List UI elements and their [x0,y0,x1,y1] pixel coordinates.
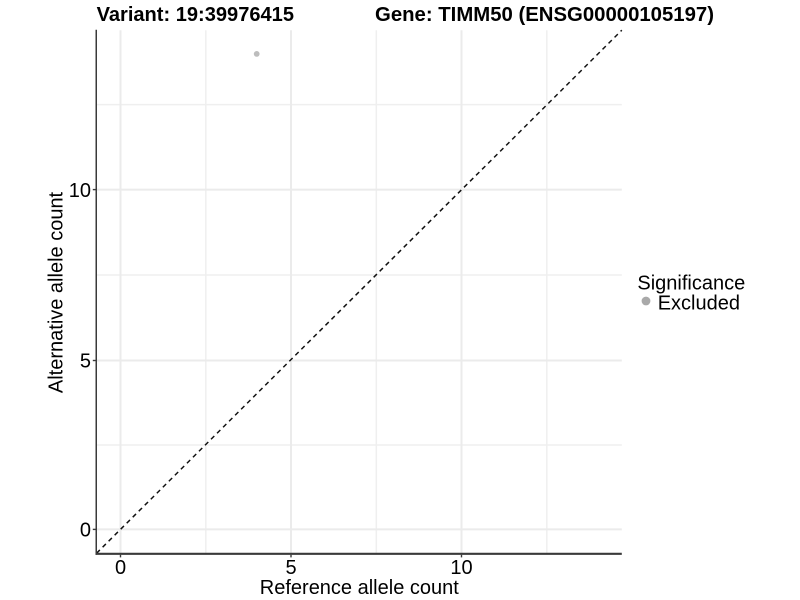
svg-text:0: 0 [80,520,91,542]
svg-text:Reference allele count: Reference allele count [260,577,459,599]
svg-text:0: 0 [115,557,126,579]
svg-text:Significance: Significance [637,273,745,295]
svg-text:10: 10 [69,180,91,202]
svg-text:Excluded: Excluded [658,293,740,315]
svg-text:Gene: TIMM50 (ENSG00000105197): Gene: TIMM50 (ENSG00000105197) [375,4,714,26]
svg-text:5: 5 [80,351,91,373]
svg-text:10: 10 [450,557,472,579]
svg-text:Alternative allele count: Alternative allele count [45,191,67,393]
svg-text:5: 5 [285,557,296,579]
svg-text:Variant: 19:39976415: Variant: 19:39976415 [97,4,294,26]
